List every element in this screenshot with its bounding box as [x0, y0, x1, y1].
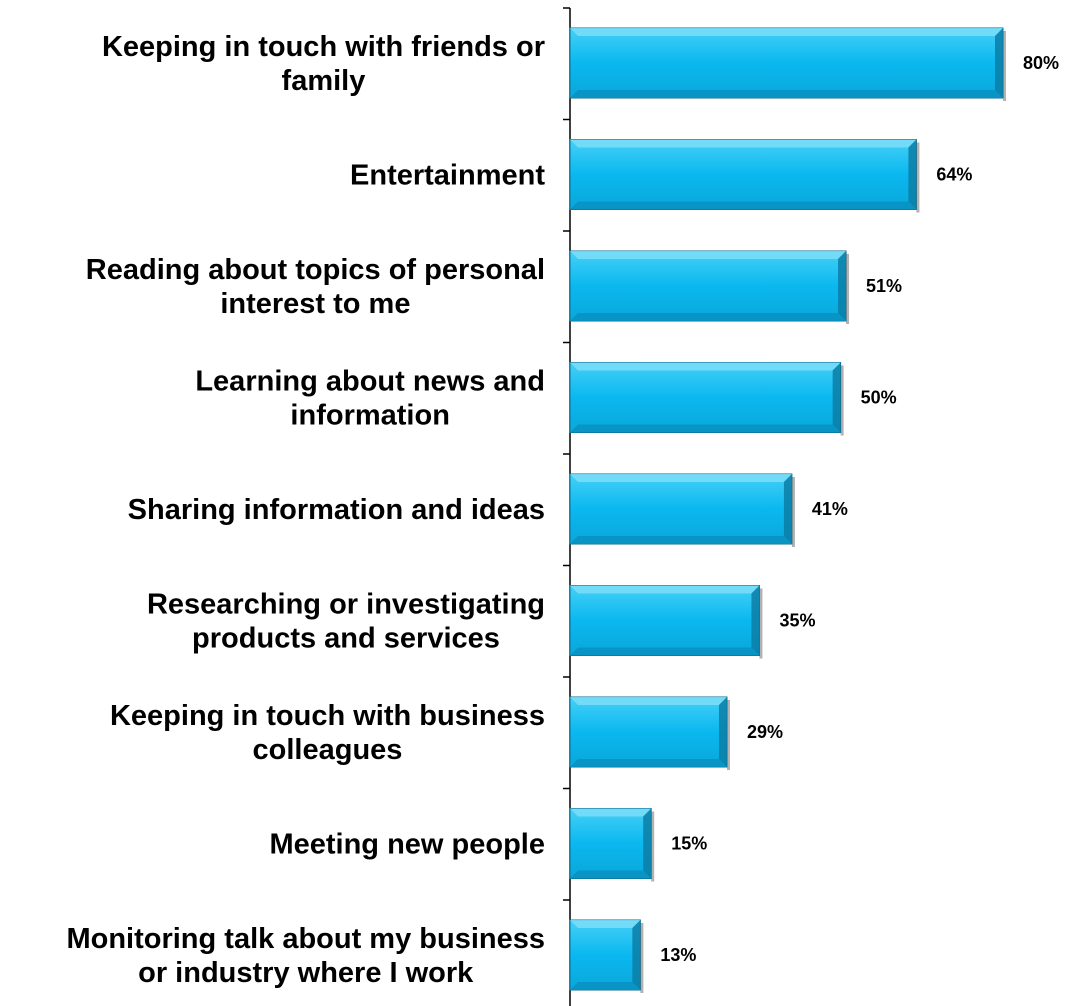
- bar-bevel-top: [570, 28, 1003, 36]
- bar-shadow: [846, 254, 850, 324]
- bar-body: [569, 362, 842, 433]
- bar-bevel-right: [832, 362, 841, 433]
- bar-bevel-top: [570, 585, 760, 594]
- data-label: 41%: [812, 499, 848, 519]
- bar-bevel-bottom: [570, 982, 641, 990]
- bar-bevel-bottom: [570, 201, 917, 210]
- data-label: 13%: [660, 945, 696, 965]
- bar: [569, 362, 844, 436]
- bar-bevel-right: [995, 28, 1003, 98]
- bar-bevel-right: [632, 920, 641, 990]
- bar-bevel-bottom: [570, 647, 760, 656]
- bar-shadow: [759, 588, 763, 659]
- bar-shadow: [651, 811, 655, 882]
- bar-bevel-bottom: [570, 536, 792, 544]
- bar-body: [569, 250, 847, 322]
- bar-shadow: [791, 477, 795, 547]
- bar-bevel-bottom: [570, 313, 847, 321]
- bar: [569, 919, 644, 993]
- bar: [569, 473, 795, 547]
- bar-bevel-right: [643, 808, 652, 879]
- bar-bevel-bottom: [570, 90, 1003, 98]
- bar-body: [569, 919, 641, 991]
- bar-body: [569, 808, 652, 879]
- bar-body: [569, 696, 728, 768]
- category-label: Keeping in touch with business colleagues: [110, 700, 545, 766]
- bar-bevel-right: [718, 697, 727, 767]
- bar-shadow: [916, 142, 920, 213]
- bar-shadow: [726, 700, 730, 770]
- bar-bevel-bottom: [570, 424, 841, 433]
- bar-bevel-right: [783, 474, 792, 544]
- data-label: 15%: [671, 834, 707, 854]
- bar-body: [569, 27, 1004, 99]
- bar-bevel-right: [751, 585, 760, 656]
- bar-bevel-top: [570, 474, 792, 482]
- category-label: Learning about news and information: [195, 366, 545, 432]
- category-label: Monitoring talk about my business or indu…: [66, 923, 545, 989]
- bar: [569, 585, 763, 659]
- bar-bevel-top: [570, 697, 727, 705]
- data-label: 51%: [866, 276, 902, 296]
- bar-body: [569, 585, 760, 656]
- bar-bevel-top: [570, 920, 641, 928]
- category-label: Researching or investigating products and…: [147, 589, 545, 655]
- bar-bevel-bottom: [570, 759, 727, 767]
- bar-shadow: [840, 365, 844, 436]
- bar: [569, 696, 730, 770]
- category-label: Entertainment: [350, 160, 545, 192]
- bar-body: [569, 473, 793, 545]
- category-label: Sharing information and ideas: [128, 494, 545, 526]
- data-label: 64%: [936, 165, 972, 185]
- category-label: Reading about topics of personal interest…: [86, 254, 545, 320]
- bar-body: [569, 139, 917, 210]
- bar: [569, 27, 1006, 101]
- bar-bevel-right: [908, 139, 917, 210]
- category-label: Keeping in touch with friends or family: [102, 31, 545, 97]
- bar: [569, 139, 920, 213]
- data-label: 29%: [747, 722, 783, 742]
- bar-bevel-top: [570, 808, 652, 817]
- bar-bevel-top: [570, 251, 847, 259]
- data-label: 50%: [861, 388, 897, 408]
- bar-bevel-bottom: [570, 870, 652, 879]
- bar-bevel-right: [838, 251, 847, 321]
- bar-shadow: [1003, 31, 1006, 101]
- category-label: Meeting new people: [269, 829, 545, 861]
- bar: [569, 250, 850, 324]
- data-label: 80%: [1023, 53, 1059, 73]
- bar-shadow: [640, 923, 644, 993]
- data-label: 35%: [779, 611, 815, 631]
- bar-bevel-top: [570, 139, 917, 148]
- bar: [569, 808, 655, 882]
- bar-bevel-top: [570, 362, 841, 371]
